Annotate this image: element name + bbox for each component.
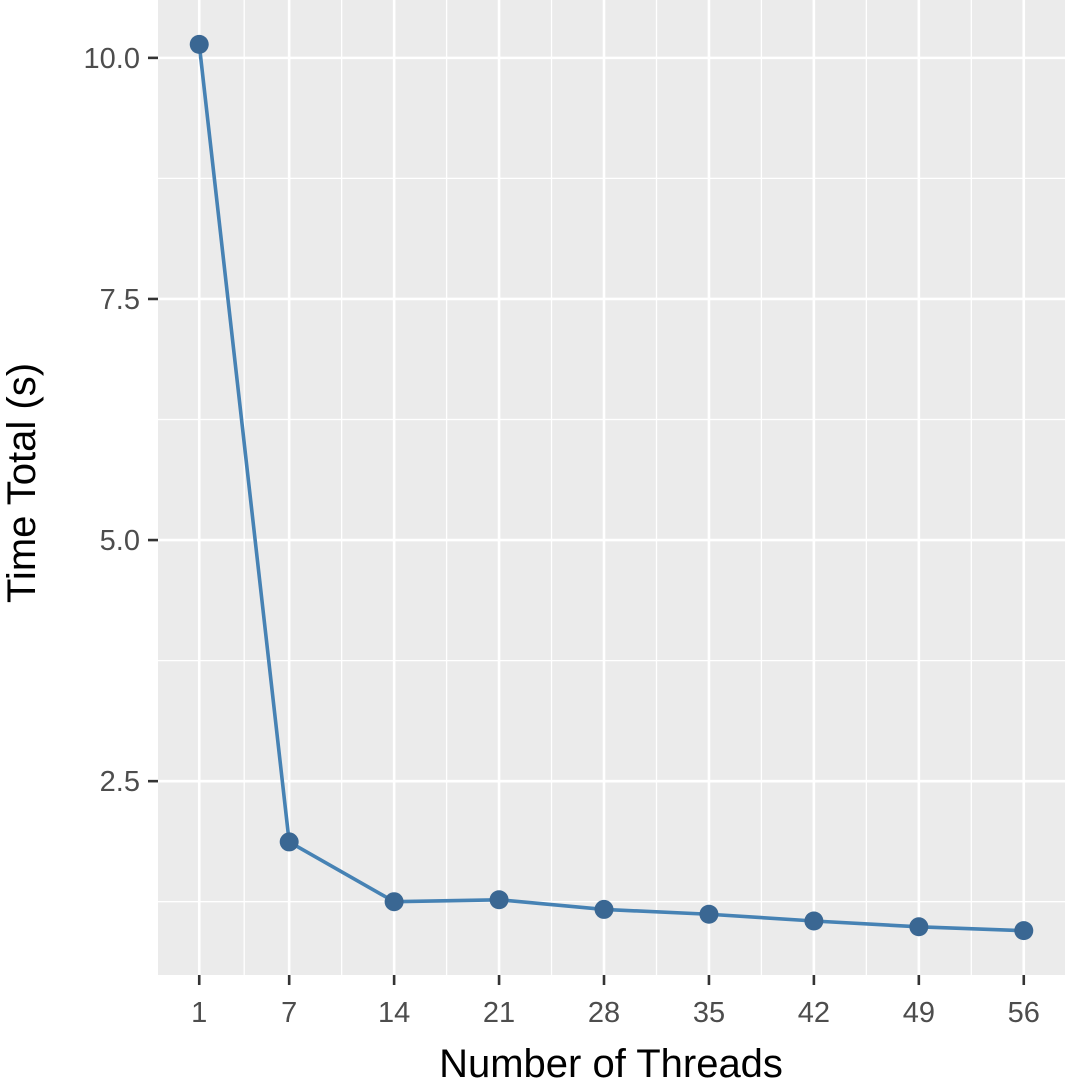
x-tick-label: 21 <box>483 997 515 1029</box>
x-tick-label: 56 <box>1008 997 1040 1029</box>
data-point <box>279 832 299 852</box>
x-tick-label: 49 <box>903 997 935 1029</box>
x-tick-label: 42 <box>798 997 830 1029</box>
data-point <box>384 892 404 912</box>
y-axis-title: Time Total (s) <box>0 363 44 603</box>
data-point <box>699 904 719 924</box>
minor-gridlines <box>158 0 1065 975</box>
x-tick-label: 7 <box>281 997 297 1029</box>
x-axis: 1 7 14 21 28 35 42 49 56 <box>191 975 1040 1029</box>
y-axis: 2.5 5.0 7.5 10.0 <box>84 43 158 798</box>
x-tick-label: 14 <box>378 997 410 1029</box>
data-point <box>489 890 509 910</box>
data-point <box>909 917 929 937</box>
data-point <box>804 911 824 931</box>
x-tick-label: 35 <box>693 997 725 1029</box>
data-point <box>594 899 614 919</box>
series-layer <box>189 34 1034 941</box>
y-tick-label: 5.0 <box>100 525 140 557</box>
x-tick-label: 1 <box>191 997 207 1029</box>
x-tick-label: 28 <box>588 997 620 1029</box>
data-point <box>1014 921 1034 941</box>
major-gridlines <box>158 0 1065 975</box>
y-tick-label: 10.0 <box>84 43 140 75</box>
y-tick-label: 7.5 <box>100 284 140 316</box>
data-point <box>189 34 209 54</box>
plot-panel <box>158 0 1065 975</box>
x-axis-title: Number of Threads <box>439 1042 783 1080</box>
y-tick-label: 2.5 <box>100 766 140 798</box>
